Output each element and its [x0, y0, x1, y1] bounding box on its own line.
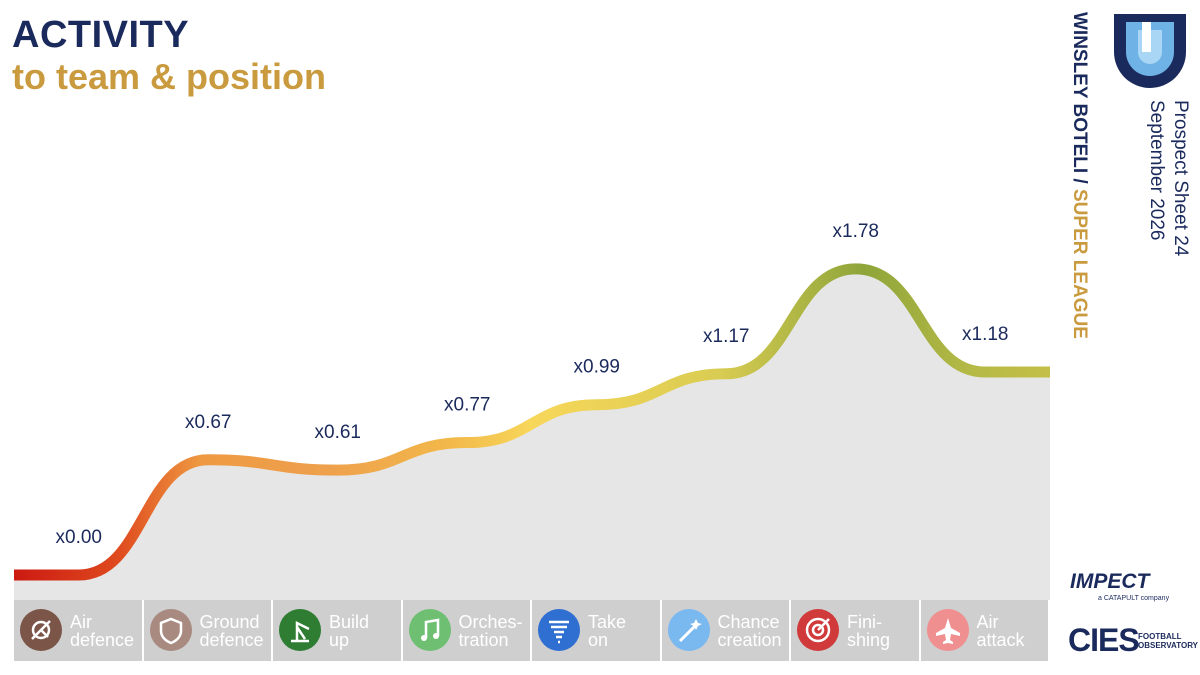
category-cell: Chance creation	[661, 600, 789, 661]
category-cell: Take on	[532, 600, 660, 661]
category-cell: Fini- shing	[791, 600, 919, 661]
data-label: x1.17	[703, 326, 749, 347]
category-label: Orches- tration	[458, 612, 523, 650]
category-label: Build up	[329, 612, 370, 650]
sheet-info: Prospect Sheet 24 September 2026	[1144, 100, 1192, 256]
data-label: x0.77	[444, 395, 490, 416]
activity-chart: x0.00 x0.67 x0.61 x0.77 x0.99 x1.17 x1.78 x1.18	[14, 221, 1050, 600]
club-logo-icon	[1114, 14, 1186, 88]
data-label: x0.67	[185, 412, 231, 433]
jet-icon	[926, 609, 969, 651]
data-label: x0.99	[574, 357, 620, 378]
category-cell: Air attack	[920, 600, 1048, 661]
area-fill	[14, 268, 1050, 600]
sheet-number: Prospect Sheet 24	[1170, 100, 1191, 257]
category-cell: Build up	[273, 600, 401, 661]
tornado-icon	[538, 609, 580, 651]
cies-tagline-1: FOOTBALL	[1138, 632, 1182, 641]
cies-tagline-2: OBSERVATORY	[1138, 641, 1199, 650]
category-label: Chance creation	[717, 612, 782, 650]
music-note-icon	[408, 609, 451, 651]
data-label: x0.61	[315, 422, 361, 443]
category-label: Fini- shing	[847, 612, 891, 650]
data-label: x1.18	[962, 324, 1008, 345]
league-name: SUPER LEAGUE	[1069, 189, 1090, 339]
crane-icon	[279, 609, 321, 651]
data-label: x1.78	[833, 221, 879, 242]
chart-subtitle: to team & position	[12, 56, 326, 97]
data-label: x0.00	[56, 527, 102, 548]
target-icon	[797, 609, 839, 651]
sheet-date: September 2026	[1146, 100, 1167, 241]
cies-logo: CIES	[1068, 622, 1140, 658]
series-line	[14, 263, 1050, 581]
satellite-dish-icon	[20, 609, 62, 651]
player-league: WINSLEY BOTELI / SUPER LEAGUE	[1068, 12, 1090, 339]
player-name: WINSLEY BOTELI /	[1069, 12, 1090, 184]
cies-tagline: FOOTBALL OBSERVATORY	[1138, 632, 1198, 650]
category-cell: Ground defence	[143, 600, 271, 661]
impect-logo: IMPECT	[1070, 570, 1150, 593]
category-label: Air attack	[976, 612, 1025, 650]
category-label: Take on	[588, 612, 627, 650]
magic-wand-icon	[667, 609, 710, 651]
category-cell: Air defence	[14, 600, 142, 661]
category-label: Air defence	[70, 612, 135, 650]
category-cell: Orches- tration	[402, 600, 530, 661]
shield-icon	[149, 609, 192, 651]
impect-tagline: a CATAPULT company	[1098, 595, 1170, 602]
chart-title: ACTIVITY	[12, 14, 190, 56]
category-label: Ground defence	[199, 612, 264, 650]
